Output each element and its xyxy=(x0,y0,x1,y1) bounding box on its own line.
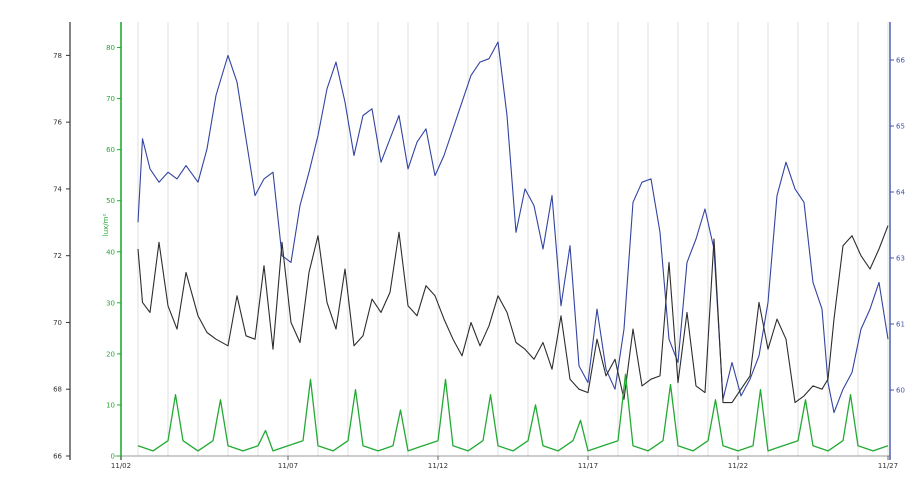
x-tick-label: 11/17 xyxy=(578,462,598,470)
axes xyxy=(66,22,894,460)
series-line-2 xyxy=(137,225,889,404)
left-inner-tick-label: 40 xyxy=(106,248,115,256)
vertical-gridlines xyxy=(137,22,889,456)
left-inner-tick-label: 70 xyxy=(106,95,115,103)
right-tick-label: 65 xyxy=(896,123,905,131)
right-tick-label: 64 xyxy=(896,189,905,197)
left-inner-tick-label: 50 xyxy=(106,197,115,205)
left-outer-tick-label: 72 xyxy=(53,252,62,260)
left-inner-axis-label: lux/m² xyxy=(102,214,110,237)
right-tick-label: 61 xyxy=(896,321,905,329)
right-tick-label: 66 xyxy=(896,57,905,65)
left-outer-tick-label: 78 xyxy=(53,52,62,60)
x-tick-label: 11/07 xyxy=(278,462,298,470)
x-tick-label: 11/02 xyxy=(111,462,131,470)
left-inner-tick-label: 10 xyxy=(106,401,115,409)
series-line-3 xyxy=(137,373,889,452)
x-tick-label: 11/27 xyxy=(878,462,898,470)
x-tick-label: 11/12 xyxy=(428,462,448,470)
tick-labels: 66 68 70 72 74 76 78 0 10 20 30 40 50 60 70 80 lux/m² 66 6… xyxy=(53,44,905,470)
left-outer-tick-label: 68 xyxy=(53,386,62,394)
left-inner-tick-label: 80 xyxy=(106,44,115,52)
left-inner-tick-label: 0 xyxy=(111,453,115,461)
left-inner-tick-label: 30 xyxy=(106,299,115,307)
x-tick-label: 11/22 xyxy=(728,462,748,470)
left-outer-tick-label: 74 xyxy=(53,185,62,193)
series-line-1 xyxy=(137,41,889,414)
left-inner-tick-label: 20 xyxy=(106,350,115,358)
right-tick-label: 60 xyxy=(896,387,905,395)
left-inner-tick-label: 60 xyxy=(106,146,115,154)
left-outer-tick-label: 76 xyxy=(53,119,62,127)
left-outer-tick-label: 70 xyxy=(53,319,62,327)
left-outer-tick-label: 66 xyxy=(53,453,62,461)
right-tick-label: 63 xyxy=(896,255,905,263)
series-lines xyxy=(137,41,889,452)
